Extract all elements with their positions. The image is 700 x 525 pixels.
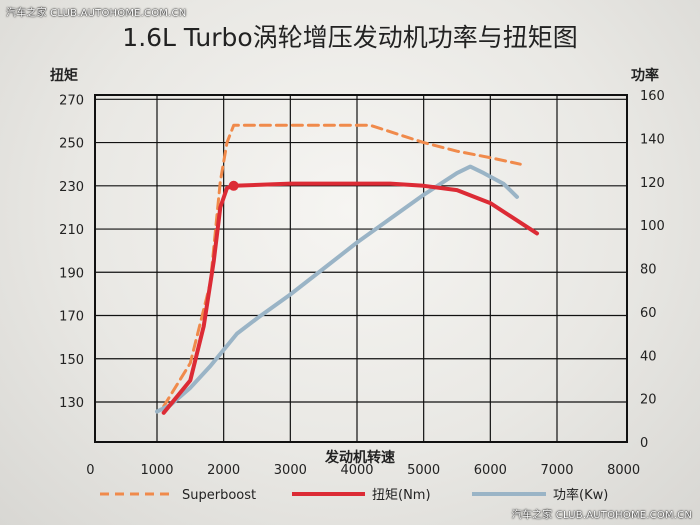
series-line-3 <box>155 164 519 414</box>
y-left-tick-label: 130 <box>59 396 84 411</box>
x-tick-label: 8000 <box>607 463 640 478</box>
y-axis-left-label: 扭矩 <box>50 67 78 84</box>
y-right-tick-label: 40 <box>640 349 657 364</box>
y-left-tick-label: 230 <box>59 180 84 195</box>
y-axis-right-label: 功率 <box>631 67 659 84</box>
x-tick-label: 6000 <box>474 463 507 478</box>
y-right-tick-label: 20 <box>640 393 657 408</box>
legend-label-3: 功率(Kw) <box>553 487 608 503</box>
chart-ticks: 0 1000 2000 3000 4000 5000 6000 7000 80001301501… <box>59 89 665 478</box>
x-tick-label: 7000 <box>540 463 573 478</box>
y-left-tick-label: 150 <box>59 353 84 368</box>
chart-grid <box>94 94 628 443</box>
x-tick-label: 3000 <box>274 463 307 478</box>
y-left-tick-label: 270 <box>59 93 84 108</box>
y-right-tick-label: 60 <box>640 306 657 321</box>
x-tick-label: 4000 <box>340 463 373 478</box>
y-right-tick-label: 100 <box>640 219 665 234</box>
legend-label-1: Superboost <box>182 488 256 503</box>
series-line-2 <box>161 181 539 415</box>
y-left-tick-label: 210 <box>59 223 84 238</box>
y-left-tick-label: 190 <box>59 266 84 281</box>
x-tick-label: 1000 <box>140 463 173 478</box>
y-right-tick-label: 160 <box>640 89 665 104</box>
y-right-tick-label: 80 <box>640 263 657 278</box>
series-line-1 <box>162 123 522 408</box>
chart-series <box>155 123 539 415</box>
x-tick-label: 5000 <box>407 463 440 478</box>
x-tick-label: 2000 <box>207 463 240 478</box>
x-axis-label: 发动机转速 <box>324 449 395 466</box>
y-right-tick-label: 0 <box>640 436 648 451</box>
plot-frame <box>94 94 628 443</box>
y-left-tick-label: 250 <box>59 137 84 152</box>
legend-label-2: 扭矩(Nm) <box>372 488 431 503</box>
watermark-top: 汽车之家 CLUB.AUTOHOME.COM.CN <box>6 8 187 19</box>
y-right-tick-label: 120 <box>640 176 665 191</box>
torque-marker <box>228 180 239 191</box>
watermark-bottom: 汽车之家 CLUB.AUTOHOME.COM.CN <box>511 510 692 521</box>
y-left-tick-label: 170 <box>59 310 84 325</box>
y-right-tick-label: 140 <box>640 132 665 147</box>
x-tick-label: 0 <box>86 463 94 478</box>
chart-title: 1.6L Turbo涡轮增压发动机功率与扭矩图 <box>122 23 578 52</box>
chart-legend: Superboost 扭矩(Nm) 功率(Kw) <box>100 487 608 503</box>
